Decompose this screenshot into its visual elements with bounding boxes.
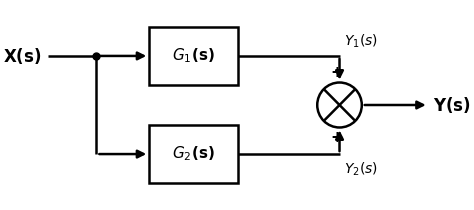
Text: +: +: [330, 65, 343, 80]
Text: +: +: [330, 130, 343, 145]
Text: $\mathbf{Y(s)}$: $\mathbf{Y(s)}$: [433, 95, 471, 115]
Text: $Y_1(s)$: $Y_1(s)$: [344, 32, 377, 50]
Text: $G_2\mathbf{(s)}$: $G_2\mathbf{(s)}$: [173, 145, 215, 163]
Text: $Y_2(s)$: $Y_2(s)$: [344, 160, 377, 178]
Text: $G_1\mathbf{(s)}$: $G_1\mathbf{(s)}$: [173, 47, 215, 65]
Bar: [149, 27, 238, 85]
Bar: [149, 125, 238, 183]
Circle shape: [317, 83, 362, 127]
Text: $\mathbf{X(s)}$: $\mathbf{X(s)}$: [3, 46, 42, 66]
